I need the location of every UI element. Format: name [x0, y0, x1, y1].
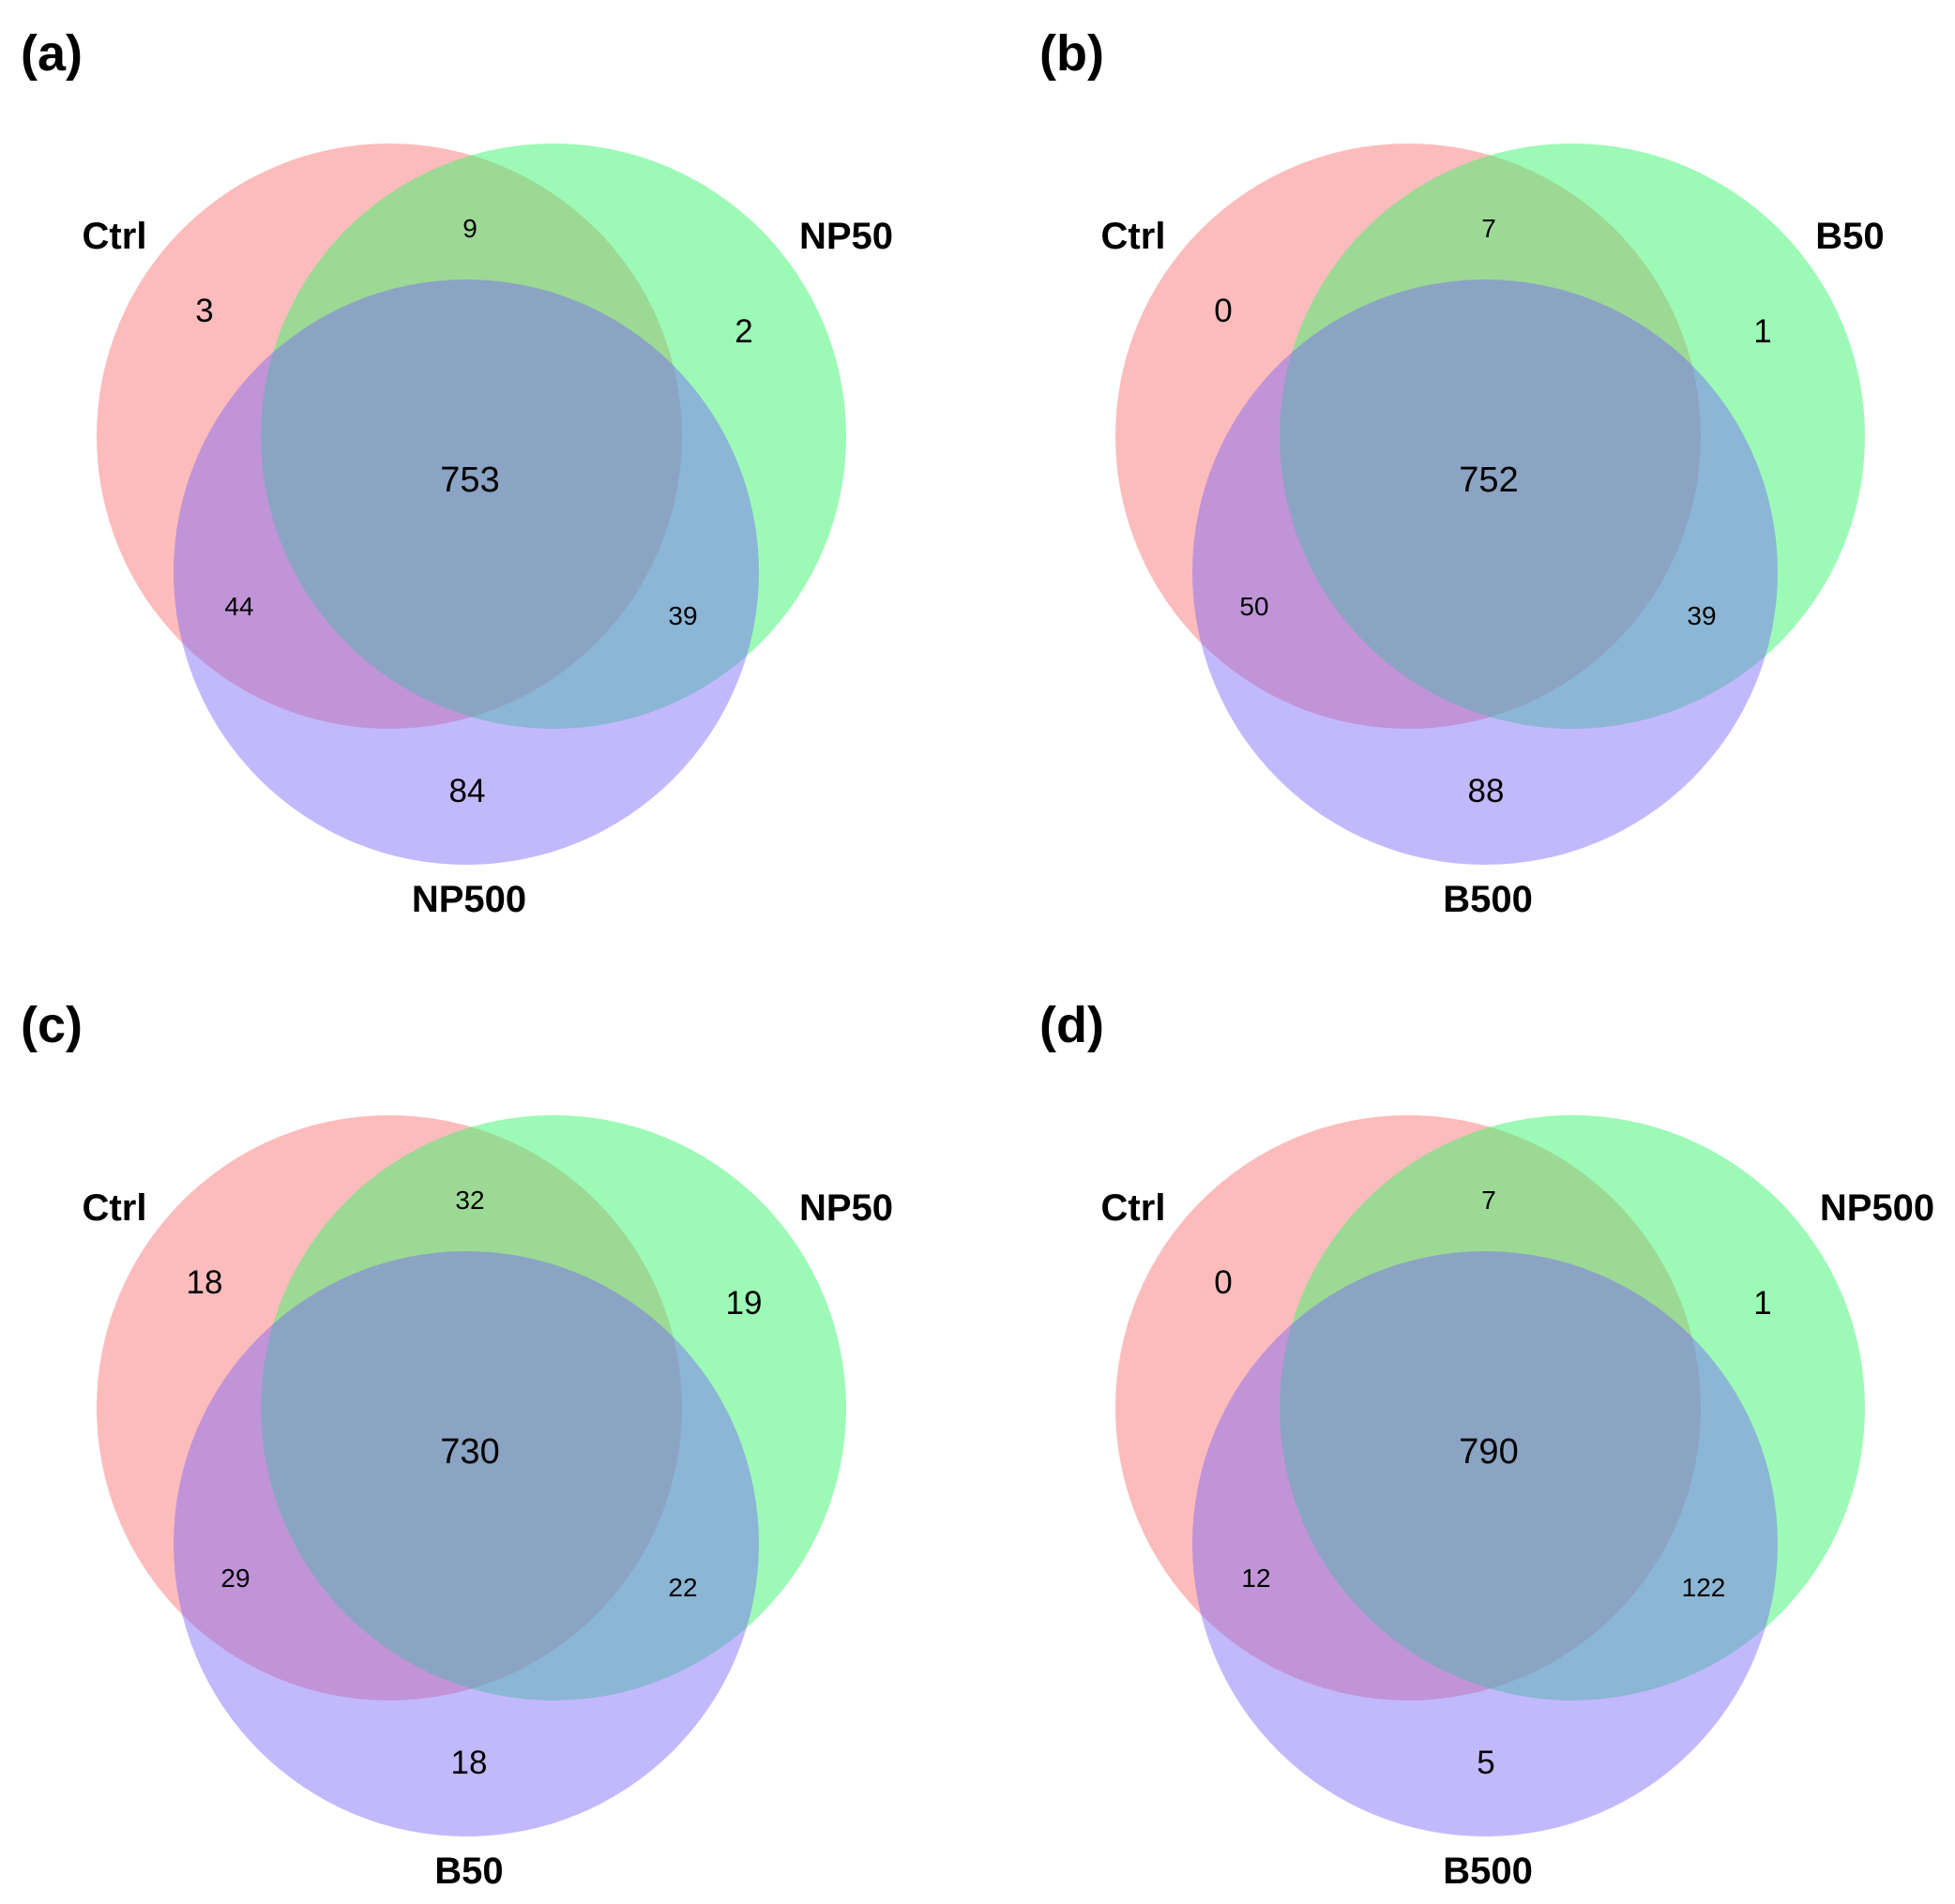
- panel-b: (b) Ctrl B50 B500 0 1 88 7 50 39 752: [1039, 25, 1885, 920]
- count-only2: 19: [726, 1285, 763, 1322]
- set3-label: B500: [1443, 1851, 1533, 1892]
- set3-circle: [174, 1251, 759, 1836]
- panel-label: (b): [1039, 25, 1104, 82]
- set2-label: NP500: [1820, 1187, 1934, 1229]
- panel-label: (d): [1039, 997, 1104, 1053]
- set2-label: NP50: [799, 1187, 893, 1229]
- count-only2: 1: [1753, 1285, 1771, 1322]
- panel-c: (c) Ctrl NP50 B50 18 19 18 32 29 22 730: [21, 997, 893, 1892]
- count-only1: 3: [195, 293, 213, 329]
- set3-label: NP500: [412, 879, 526, 920]
- count-only3: 18: [451, 1745, 488, 1781]
- panel-label: (a): [21, 25, 83, 82]
- set1-label: Ctrl: [83, 1187, 147, 1229]
- count-s123: 790: [1459, 1432, 1518, 1472]
- set1-label: Ctrl: [1101, 1187, 1166, 1229]
- count-s23: 122: [1682, 1573, 1726, 1602]
- count-s123: 753: [440, 461, 499, 500]
- count-s13: 44: [224, 592, 253, 621]
- count-s13: 29: [220, 1564, 250, 1593]
- set3-circle: [1192, 1251, 1778, 1836]
- set2-label: NP50: [799, 216, 893, 257]
- count-only2: 2: [735, 313, 752, 350]
- panel-a: (a) Ctrl NP50 NP500 3 2 84 9 44 39 753: [21, 25, 893, 920]
- set1-label: Ctrl: [1101, 216, 1166, 257]
- count-only3: 88: [1468, 773, 1505, 809]
- count-s13: 50: [1239, 592, 1268, 621]
- panel-d: (d) Ctrl NP500 B500 0 1 5 7 12 122 790: [1039, 997, 1934, 1892]
- count-only2: 1: [1753, 313, 1771, 350]
- count-only1: 18: [187, 1264, 223, 1301]
- set2-label: B50: [1815, 216, 1884, 257]
- count-s12: 7: [1481, 1186, 1496, 1215]
- count-only1: 0: [1214, 293, 1232, 329]
- count-s123: 730: [440, 1432, 499, 1472]
- count-only1: 0: [1214, 1264, 1232, 1301]
- set3-circle: [174, 280, 759, 865]
- count-s123: 752: [1459, 461, 1518, 500]
- count-only3: 84: [449, 773, 486, 809]
- set2-circle: [1280, 1115, 1865, 1700]
- set3-label: B500: [1443, 879, 1533, 920]
- panel-label: (c): [21, 997, 83, 1053]
- set2-circle: [261, 1115, 846, 1700]
- count-s23: 22: [668, 1573, 697, 1602]
- set2-circle: [1280, 144, 1865, 729]
- set3-label: B50: [434, 1851, 503, 1892]
- count-s13: 12: [1241, 1564, 1270, 1593]
- count-s12: 7: [1481, 214, 1496, 243]
- set1-label: Ctrl: [83, 216, 147, 257]
- count-only3: 5: [1477, 1745, 1494, 1781]
- set3-circle: [1192, 280, 1778, 865]
- count-s23: 39: [1687, 601, 1716, 630]
- count-s23: 39: [668, 601, 697, 630]
- set2-circle: [261, 144, 846, 729]
- count-s12: 32: [455, 1186, 484, 1215]
- count-s12: 9: [462, 214, 477, 243]
